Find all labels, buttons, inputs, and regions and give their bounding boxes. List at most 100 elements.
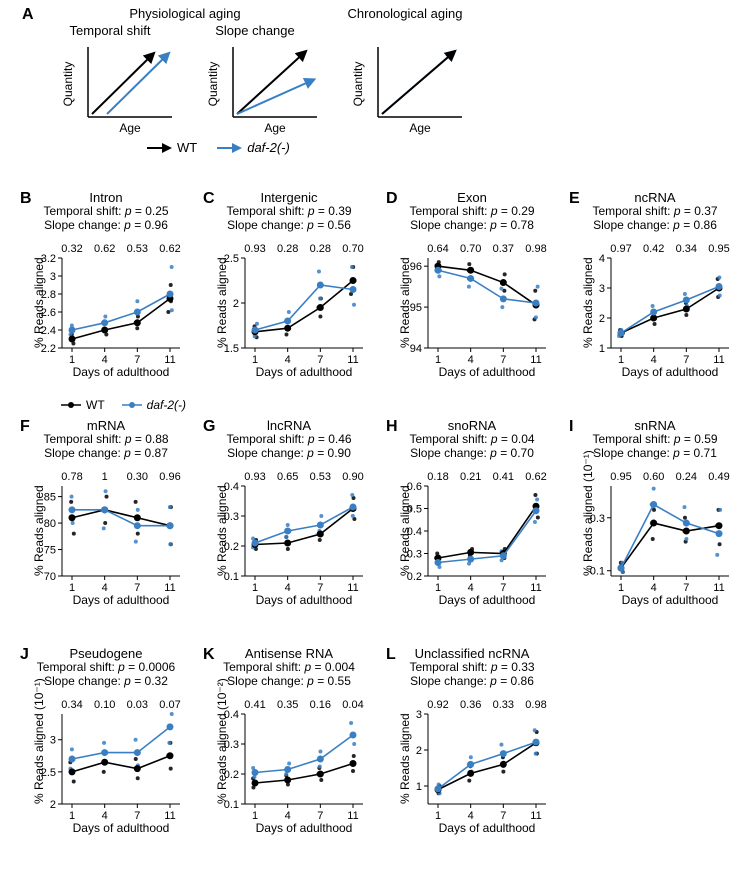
svg-text:3: 3: [50, 271, 56, 283]
svg-text:3: 3: [599, 283, 605, 295]
panelA-schematic-shift: Quantity Age: [60, 42, 180, 137]
y-axis-label: % Reads aligned: [32, 486, 46, 576]
chart-svg: 22.53147110.340.100.030.07: [22, 646, 190, 846]
y-axis-label: % Reads aligned: [581, 258, 595, 348]
svg-text:0.18: 0.18: [427, 471, 448, 483]
svg-text:0.65: 0.65: [277, 471, 298, 483]
row-legend-wt: WT: [86, 398, 105, 412]
legend-wt-label: WT: [177, 140, 197, 155]
chart-svg: 1234147110.970.420.340.95: [571, 190, 739, 390]
svg-text:0.04: 0.04: [342, 699, 363, 711]
svg-text:0.37: 0.37: [493, 243, 514, 255]
chart-I: IsnRNATemporal shift: p = 0.59Slope chan…: [571, 418, 739, 618]
svg-text:2: 2: [233, 298, 239, 310]
svg-text:2: 2: [50, 799, 56, 811]
svg-text:0.35: 0.35: [277, 699, 298, 711]
svg-text:0.64: 0.64: [427, 243, 448, 255]
svg-text:0.62: 0.62: [94, 243, 115, 255]
svg-text:Quantity: Quantity: [61, 62, 75, 107]
x-axis-label: Days of adulthood: [239, 593, 369, 607]
x-axis-label: Days of adulthood: [422, 821, 552, 835]
x-axis-label: Days of adulthood: [605, 593, 735, 607]
svg-text:0.32: 0.32: [61, 243, 82, 255]
svg-text:Quantity: Quantity: [351, 62, 365, 107]
y-axis-label: % Reads aligned: [32, 258, 46, 348]
svg-text:0.53: 0.53: [310, 471, 331, 483]
svg-text:0.60: 0.60: [643, 471, 664, 483]
y-axis-label: % Reads aligned: [398, 486, 412, 576]
svg-text:1: 1: [102, 471, 108, 483]
svg-text:0.95: 0.95: [708, 243, 729, 255]
x-axis-label: Days of adulthood: [239, 365, 369, 379]
svg-text:0.96: 0.96: [159, 471, 180, 483]
y-axis-label: % Reads aligned: [215, 258, 229, 348]
x-axis-label: Days of adulthood: [605, 365, 735, 379]
chart-F: FmRNATemporal shift: p = 0.88Slope chang…: [22, 418, 190, 618]
y-axis-label: % Reads aligned: [215, 486, 229, 576]
row-legend-daf2: daf-2(-): [147, 398, 186, 412]
panelA-schematic-chron: Quantity Age: [350, 42, 470, 137]
x-axis-label: Days of adulthood: [56, 365, 186, 379]
svg-text:0.30: 0.30: [127, 471, 148, 483]
y-axis-label: % Reads aligned: [398, 714, 412, 804]
svg-text:0.07: 0.07: [159, 699, 180, 711]
svg-text:0.21: 0.21: [460, 471, 481, 483]
svg-text:0.93: 0.93: [244, 471, 265, 483]
x-axis-label: Days of adulthood: [56, 593, 186, 607]
panelA-chronological-title: Chronological aging: [330, 6, 480, 21]
svg-text:0.98: 0.98: [525, 699, 546, 711]
chart-E: EncRNATemporal shift: p = 0.37Slope chan…: [571, 190, 739, 390]
svg-text:0.90: 0.90: [342, 471, 363, 483]
svg-text:0.92: 0.92: [427, 699, 448, 711]
svg-text:0.33: 0.33: [493, 699, 514, 711]
svg-text:0.93: 0.93: [244, 243, 265, 255]
svg-text:0.24: 0.24: [676, 471, 697, 483]
chart-K: KAntisense RNATemporal shift: p = 0.004S…: [205, 646, 373, 846]
chart-B: BIntronTemporal shift: p = 0.25Slope cha…: [22, 190, 190, 390]
svg-text:Age: Age: [264, 121, 286, 135]
figure-root: APhysiological agingChronological agingT…: [0, 0, 740, 886]
chart-L: LUnclassified ncRNATemporal shift: p = 0…: [388, 646, 556, 846]
chart-svg: 123147110.920.360.330.98: [388, 646, 556, 846]
svg-text:0.62: 0.62: [525, 471, 546, 483]
svg-text:0.42: 0.42: [643, 243, 664, 255]
y-axis-label: % Reads aligned: [398, 258, 412, 348]
svg-text:0.95: 0.95: [610, 471, 631, 483]
chart-svg: 0.20.30.40.50.6147110.180.210.410.62: [388, 418, 556, 618]
y-axis-label: % Reads aligned (10⁻¹): [581, 486, 595, 576]
x-axis-label: Days of adulthood: [422, 593, 552, 607]
svg-text:0.70: 0.70: [342, 243, 363, 255]
svg-text:0.28: 0.28: [310, 243, 331, 255]
svg-text:3: 3: [416, 709, 422, 721]
chart-svg: 1.522.5147110.930.280.280.70: [205, 190, 373, 390]
panelA-legend: WTdaf-2(-): [145, 140, 290, 155]
svg-text:0.98: 0.98: [525, 243, 546, 255]
chart-D: DExonTemporal shift: p = 0.29Slope chang…: [388, 190, 556, 390]
x-axis-label: Days of adulthood: [56, 821, 186, 835]
svg-text:Age: Age: [119, 121, 141, 135]
svg-text:Quantity: Quantity: [206, 62, 220, 107]
svg-text:0.03: 0.03: [127, 699, 148, 711]
panelA-schematic-slope: Quantity Age: [205, 42, 325, 137]
svg-text:1: 1: [599, 343, 605, 355]
panelA-temporal-shift-label: Temporal shift: [45, 23, 175, 38]
svg-text:3: 3: [50, 735, 56, 747]
svg-text:0.41: 0.41: [244, 699, 265, 711]
chart-svg: 949596147110.640.700.370.98: [388, 190, 556, 390]
chart-C: CIntergenicTemporal shift: p = 0.39Slope…: [205, 190, 373, 390]
chart-svg: 70758085147110.7810.300.96: [22, 418, 190, 618]
chart-svg: 0.10.3147110.950.600.240.49: [571, 418, 739, 618]
svg-text:0.78: 0.78: [61, 471, 82, 483]
row-legend: WT daf-2(-): [60, 398, 186, 412]
panel-label-A: A: [22, 6, 34, 24]
y-axis-label: % Reads aligned (10⁻²): [215, 714, 229, 804]
svg-text:0.97: 0.97: [610, 243, 631, 255]
x-axis-label: Days of adulthood: [239, 821, 369, 835]
svg-text:2: 2: [599, 313, 605, 325]
svg-text:0.41: 0.41: [493, 471, 514, 483]
svg-text:1: 1: [416, 781, 422, 793]
chart-svg: 0.10.20.30.4147110.930.650.530.90: [205, 418, 373, 618]
chart-svg: 0.10.20.30.4147110.410.350.160.04: [205, 646, 373, 846]
svg-text:Age: Age: [409, 121, 431, 135]
svg-text:4: 4: [599, 253, 605, 265]
